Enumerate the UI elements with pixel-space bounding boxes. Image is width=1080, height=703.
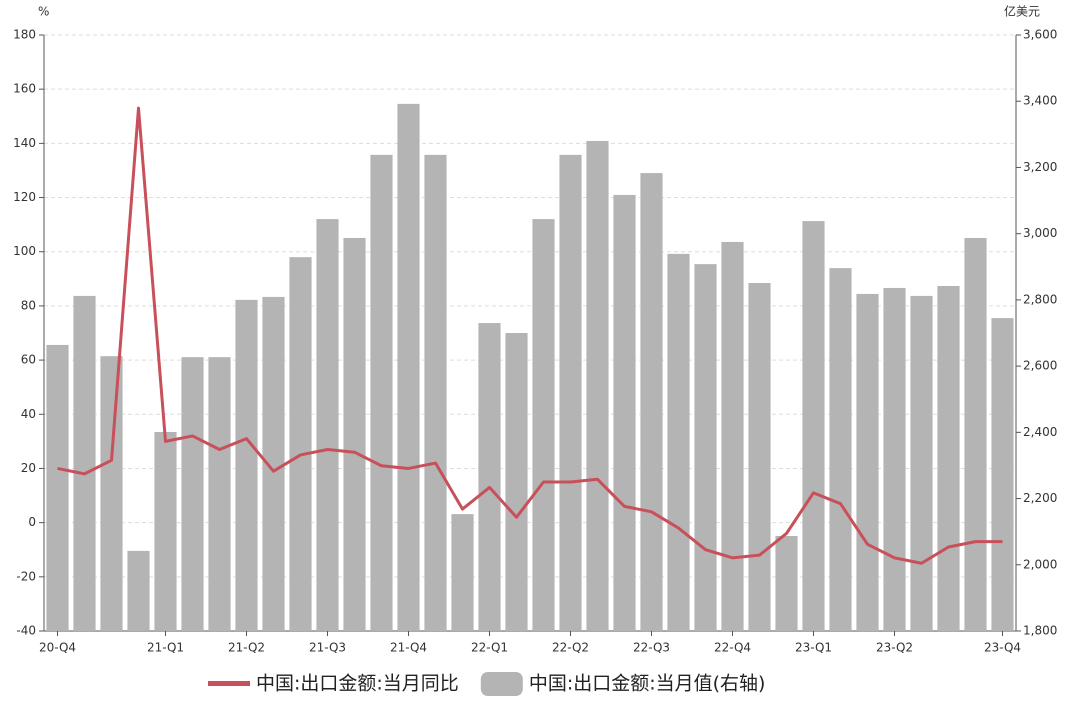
x-tick-label: 21-Q4 — [390, 641, 427, 655]
y-tick-label: -20 — [16, 569, 36, 583]
y2-tick-label: 3,200 — [1023, 160, 1057, 174]
x-tick-label: 21-Q3 — [309, 641, 346, 655]
y-tick-label: 180 — [13, 28, 36, 42]
bar — [964, 237, 987, 631]
bar — [46, 344, 69, 631]
bar — [802, 221, 825, 631]
bar — [478, 323, 501, 631]
x-tick-label: 20-Q4 — [39, 641, 76, 655]
line — [57, 106, 1003, 565]
y2-tick-label: 3,000 — [1023, 226, 1057, 240]
y-tick-label: 80 — [21, 298, 36, 312]
y2-tick-label: 3,600 — [1023, 28, 1057, 42]
x-tick-label: 23-Q2 — [876, 641, 913, 655]
y-tick-label: 140 — [13, 136, 36, 150]
bar — [181, 357, 204, 631]
bar — [856, 293, 879, 631]
bar — [829, 268, 852, 631]
x-tick-label: 21-Q1 — [147, 641, 184, 655]
bar — [424, 154, 447, 631]
x-tick-label: 22-Q2 — [552, 641, 589, 655]
x-tick-label: 22-Q3 — [633, 641, 670, 655]
bar — [721, 241, 744, 631]
y-tick-label: 160 — [13, 82, 36, 96]
bar — [613, 194, 636, 631]
legend-label: 中国:出口金额:当月同比 — [256, 673, 459, 695]
x-tick-label: 22-Q4 — [714, 641, 751, 655]
bar — [640, 173, 663, 631]
bar — [370, 154, 393, 631]
legend-swatch — [480, 672, 523, 696]
y-tick-label: 0 — [28, 515, 36, 529]
bar — [775, 535, 798, 631]
y2-tick-label: 2,600 — [1023, 359, 1057, 373]
bar — [343, 237, 366, 631]
bar — [910, 295, 933, 631]
x-tick-label: 22-Q1 — [471, 641, 508, 655]
bar — [694, 264, 717, 631]
legend-label: 中国:出口金额:当月值(右轴) — [529, 673, 766, 695]
bar — [532, 219, 555, 631]
bar — [505, 333, 528, 631]
y2-tick-label: 3,400 — [1023, 94, 1057, 108]
bar — [883, 287, 906, 631]
bar — [262, 296, 285, 631]
legend-swatch — [208, 681, 250, 686]
x-tick-label: 21-Q2 — [228, 641, 265, 655]
bar — [208, 357, 231, 631]
bar — [559, 154, 582, 631]
y-tick-label: 120 — [13, 190, 36, 204]
x-tick-label: 23-Q4 — [984, 641, 1021, 655]
y-unit: % — [38, 5, 49, 19]
y-tick-label: 60 — [21, 353, 36, 367]
y-tick-label: 100 — [13, 244, 36, 258]
y2-tick-label: 2,200 — [1023, 491, 1057, 505]
bar — [748, 283, 771, 631]
bar — [235, 299, 258, 631]
bar — [316, 219, 339, 631]
bar — [397, 103, 420, 632]
y2-tick-label: 2,800 — [1023, 292, 1057, 306]
bar — [127, 550, 150, 631]
bar — [73, 295, 96, 631]
bar — [100, 356, 123, 631]
x-tick-label: 23-Q1 — [795, 641, 832, 655]
y2-tick-label: 1,800 — [1023, 624, 1057, 638]
y2-tick-label: 2,400 — [1023, 425, 1057, 439]
y-tick-label: 20 — [21, 461, 36, 475]
bar — [991, 318, 1014, 631]
bar — [667, 253, 690, 631]
bar — [586, 140, 609, 631]
y-tick-label: -40 — [16, 624, 36, 638]
bar — [937, 285, 960, 631]
bar — [154, 432, 177, 631]
bar — [289, 257, 312, 631]
y2-unit: 亿美元 — [1004, 4, 1040, 19]
y2-tick-label: 2,000 — [1023, 557, 1057, 571]
y-tick-label: 40 — [21, 407, 36, 421]
bar — [451, 514, 474, 631]
